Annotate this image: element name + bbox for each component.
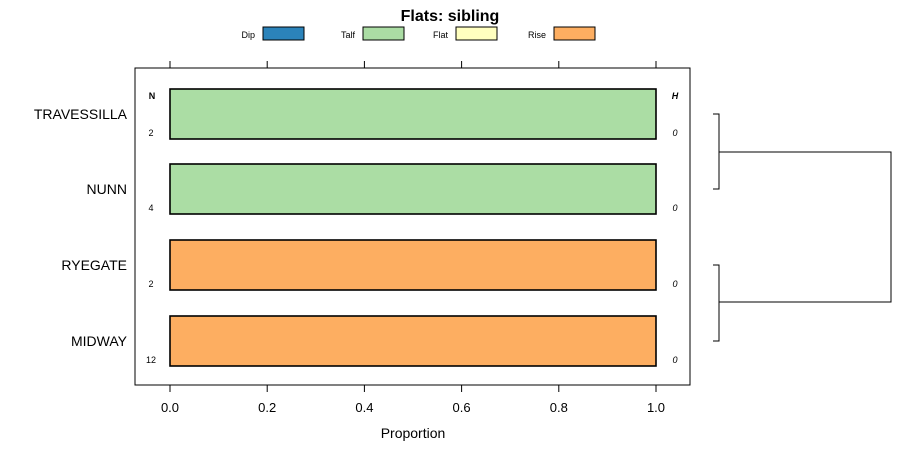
x-tick-label: 1.0: [647, 400, 665, 415]
legend-label-dip: Dip: [241, 30, 255, 40]
h-column-header: H: [672, 91, 679, 101]
count-travessilla: 2: [148, 128, 153, 138]
legend-swatch-talf: [362, 26, 405, 41]
bars: [169, 88, 657, 367]
x-tick-label: 0.0: [161, 400, 179, 415]
count-nunn: 4: [148, 203, 153, 213]
row-label-travessilla: TRAVESSILLA: [34, 106, 128, 122]
x-tick-label: 0.4: [355, 400, 373, 415]
chart-title: Flats: sibling: [401, 8, 500, 25]
count-column: 2 4 2 12: [146, 128, 156, 365]
row-label-ryegate: RYEGATE: [61, 257, 127, 273]
bottom-axis: 0.0 0.2 0.4 0.6 0.8 1.0: [161, 385, 665, 415]
row-label-nunn: NUNN: [87, 181, 127, 197]
legend-label-talf: Talf: [341, 30, 356, 40]
entropy-ryegate: 0: [672, 279, 677, 289]
bar-ryegate-rise: [169, 239, 657, 291]
plot-frame: [134, 67, 691, 386]
x-tick-label: 0.6: [453, 400, 471, 415]
count-midway: 12: [146, 355, 156, 365]
n-column-header: N: [149, 91, 156, 101]
entropy-column: 0 0 0 0: [672, 128, 677, 365]
entropy-travessilla: 0: [672, 128, 677, 138]
dendrogram-cluster-bottom: [713, 264, 720, 342]
legend-swatch-dip: [262, 26, 305, 41]
x-axis-label: Proportion: [381, 425, 446, 441]
x-tick-label: 0.2: [258, 400, 276, 415]
entropy-nunn: 0: [672, 203, 677, 213]
legend-swatch-flat: [455, 26, 498, 41]
bar-travessilla-talf: [169, 88, 657, 140]
legend: Dip Talf Flat Rise: [241, 26, 596, 41]
legend-label-flat: Flat: [433, 30, 449, 40]
row-labels: TRAVESSILLA NUNN RYEGATE MIDWAY: [34, 106, 128, 349]
entropy-midway: 0: [672, 355, 677, 365]
bar-nunn-talf: [169, 163, 657, 215]
row-label-midway: MIDWAY: [71, 333, 128, 349]
dendrogram: [713, 113, 892, 342]
x-tick-label: 0.8: [550, 400, 568, 415]
top-axis: [169, 61, 657, 68]
bar-midway-rise: [169, 315, 657, 367]
dendrogram-root: [719, 151, 892, 303]
count-ryegate: 2: [148, 279, 153, 289]
dendrogram-cluster-top: [713, 113, 720, 190]
legend-swatch-rise: [553, 26, 596, 41]
legend-label-rise: Rise: [528, 30, 546, 40]
